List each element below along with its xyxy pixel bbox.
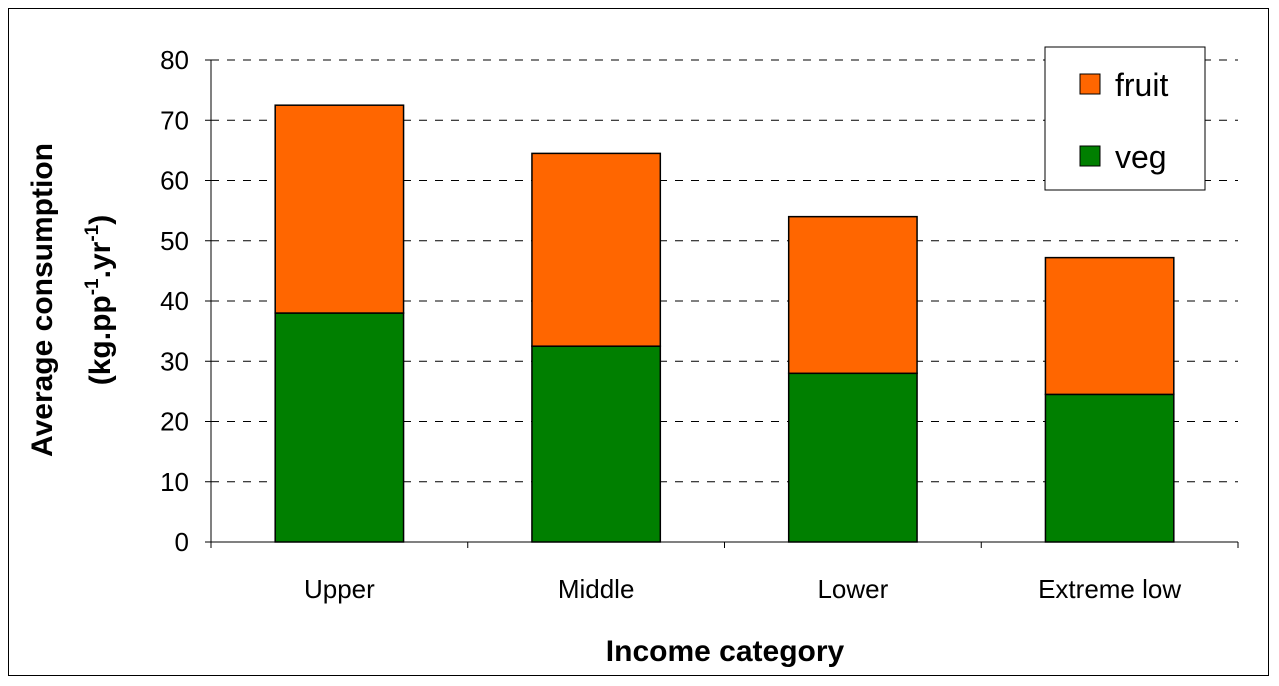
- y-tick-label: 30: [160, 346, 189, 376]
- bar-fruit: [787, 215, 918, 375]
- legend-box: [1044, 46, 1206, 191]
- y-tick-label: 80: [160, 45, 189, 75]
- y-tick-label: 0: [175, 527, 189, 557]
- x-tick-label: Extreme low: [1038, 574, 1181, 604]
- axis-labels: Upper Middle Lower Extreme low 0 10 20 30 40 50 60…: [160, 45, 1181, 604]
- y-tick-label: 10: [160, 467, 189, 497]
- x-axis-title: Income category: [606, 635, 845, 668]
- legend-label-fruit: fruit: [1115, 67, 1168, 103]
- x-tick-label: Middle: [558, 574, 635, 604]
- y-tick-label: 50: [160, 226, 189, 256]
- bar-veg: [1044, 393, 1175, 543]
- legend-swatch-veg: [1079, 145, 1101, 167]
- bar-fruit: [531, 152, 662, 347]
- x-tick-label: Lower: [817, 574, 888, 604]
- bar-veg: [274, 312, 405, 543]
- axes: [205, 59, 1239, 548]
- x-tick-label: Upper: [304, 574, 375, 604]
- y-tick-label: 60: [160, 166, 189, 196]
- y-axis-title: Average consumption (kg.pp-1.yr-1): [26, 143, 117, 457]
- y-axis-title-line2: (kg.pp-1.yr-1): [82, 215, 117, 386]
- bar-fruit: [1044, 256, 1175, 396]
- bar-fruit: [274, 104, 405, 314]
- bar-veg: [787, 372, 918, 543]
- bar-veg: [531, 345, 662, 543]
- y-tick-label: 70: [160, 105, 189, 135]
- legend-label-veg: veg: [1115, 139, 1167, 175]
- bars: [274, 104, 1175, 543]
- legend-swatch-fruit: [1079, 73, 1101, 95]
- y-axis-title-line1: Average consumption: [26, 143, 59, 457]
- y-tick-label: 40: [160, 286, 189, 316]
- legend: fruit veg: [1044, 46, 1206, 191]
- y-tick-label: 20: [160, 407, 189, 437]
